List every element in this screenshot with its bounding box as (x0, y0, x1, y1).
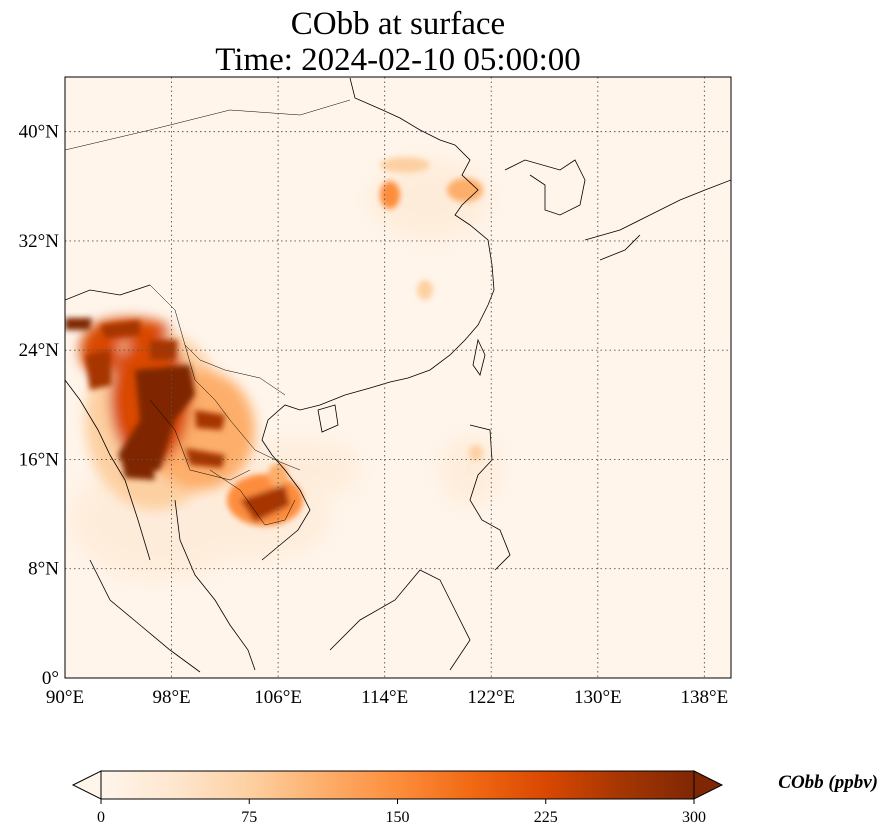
lat-tick-label: 24°N (19, 340, 60, 361)
colorbar-bar (100, 770, 695, 800)
lon-tick-label: 138°E (681, 687, 729, 708)
lat-tick-label: 0° (42, 668, 59, 689)
lat-tick-label: 32°N (19, 231, 60, 252)
colorbar-extend-max (693, 770, 724, 800)
coastlines (65, 77, 731, 673)
colorbar-tick-label: 0 (97, 809, 105, 826)
colorbar-tick-label: 75 (241, 809, 257, 826)
hotspot-cambodia (227, 463, 303, 526)
lat-tick-label: 8°N (28, 559, 59, 580)
lon-tick-label: 122°E (467, 687, 515, 708)
colorbar-tick-label: 150 (386, 809, 410, 826)
lat-tick-labels: 0° 8°N 16°N 24°N 32°N 40°N (19, 122, 60, 689)
lon-tick-label: 106°E (254, 687, 302, 708)
colorbar-extend-min (71, 770, 102, 800)
hotspot-north-china (380, 157, 483, 300)
lon-tick-labels: 90°E 98°E 106°E 114°E 122°E 130°E 138°E (46, 687, 728, 708)
lon-tick-label: 98°E (152, 687, 190, 708)
colorbar: 0 75 150 225 300 CObb (ppbv) (71, 770, 878, 826)
map-frame (64, 76, 732, 679)
colorbar-tick-label: 300 (682, 809, 706, 826)
colorbar-tick-label: 225 (534, 809, 558, 826)
map-subtitle-time: Time: 2024-02-10 05:00:00 (215, 42, 581, 78)
country-borders (65, 99, 351, 526)
lat-tick-label: 16°N (19, 449, 60, 470)
lat-tick-label: 40°N (19, 122, 60, 143)
gridlines (65, 77, 731, 678)
colorbar-label: CObb (ppbv) (778, 772, 878, 793)
lon-tick-label: 130°E (574, 687, 622, 708)
lon-tick-label: 114°E (361, 687, 408, 708)
map-title: CObb at surface (290, 6, 506, 42)
lon-tick-label: 90°E (46, 687, 84, 708)
